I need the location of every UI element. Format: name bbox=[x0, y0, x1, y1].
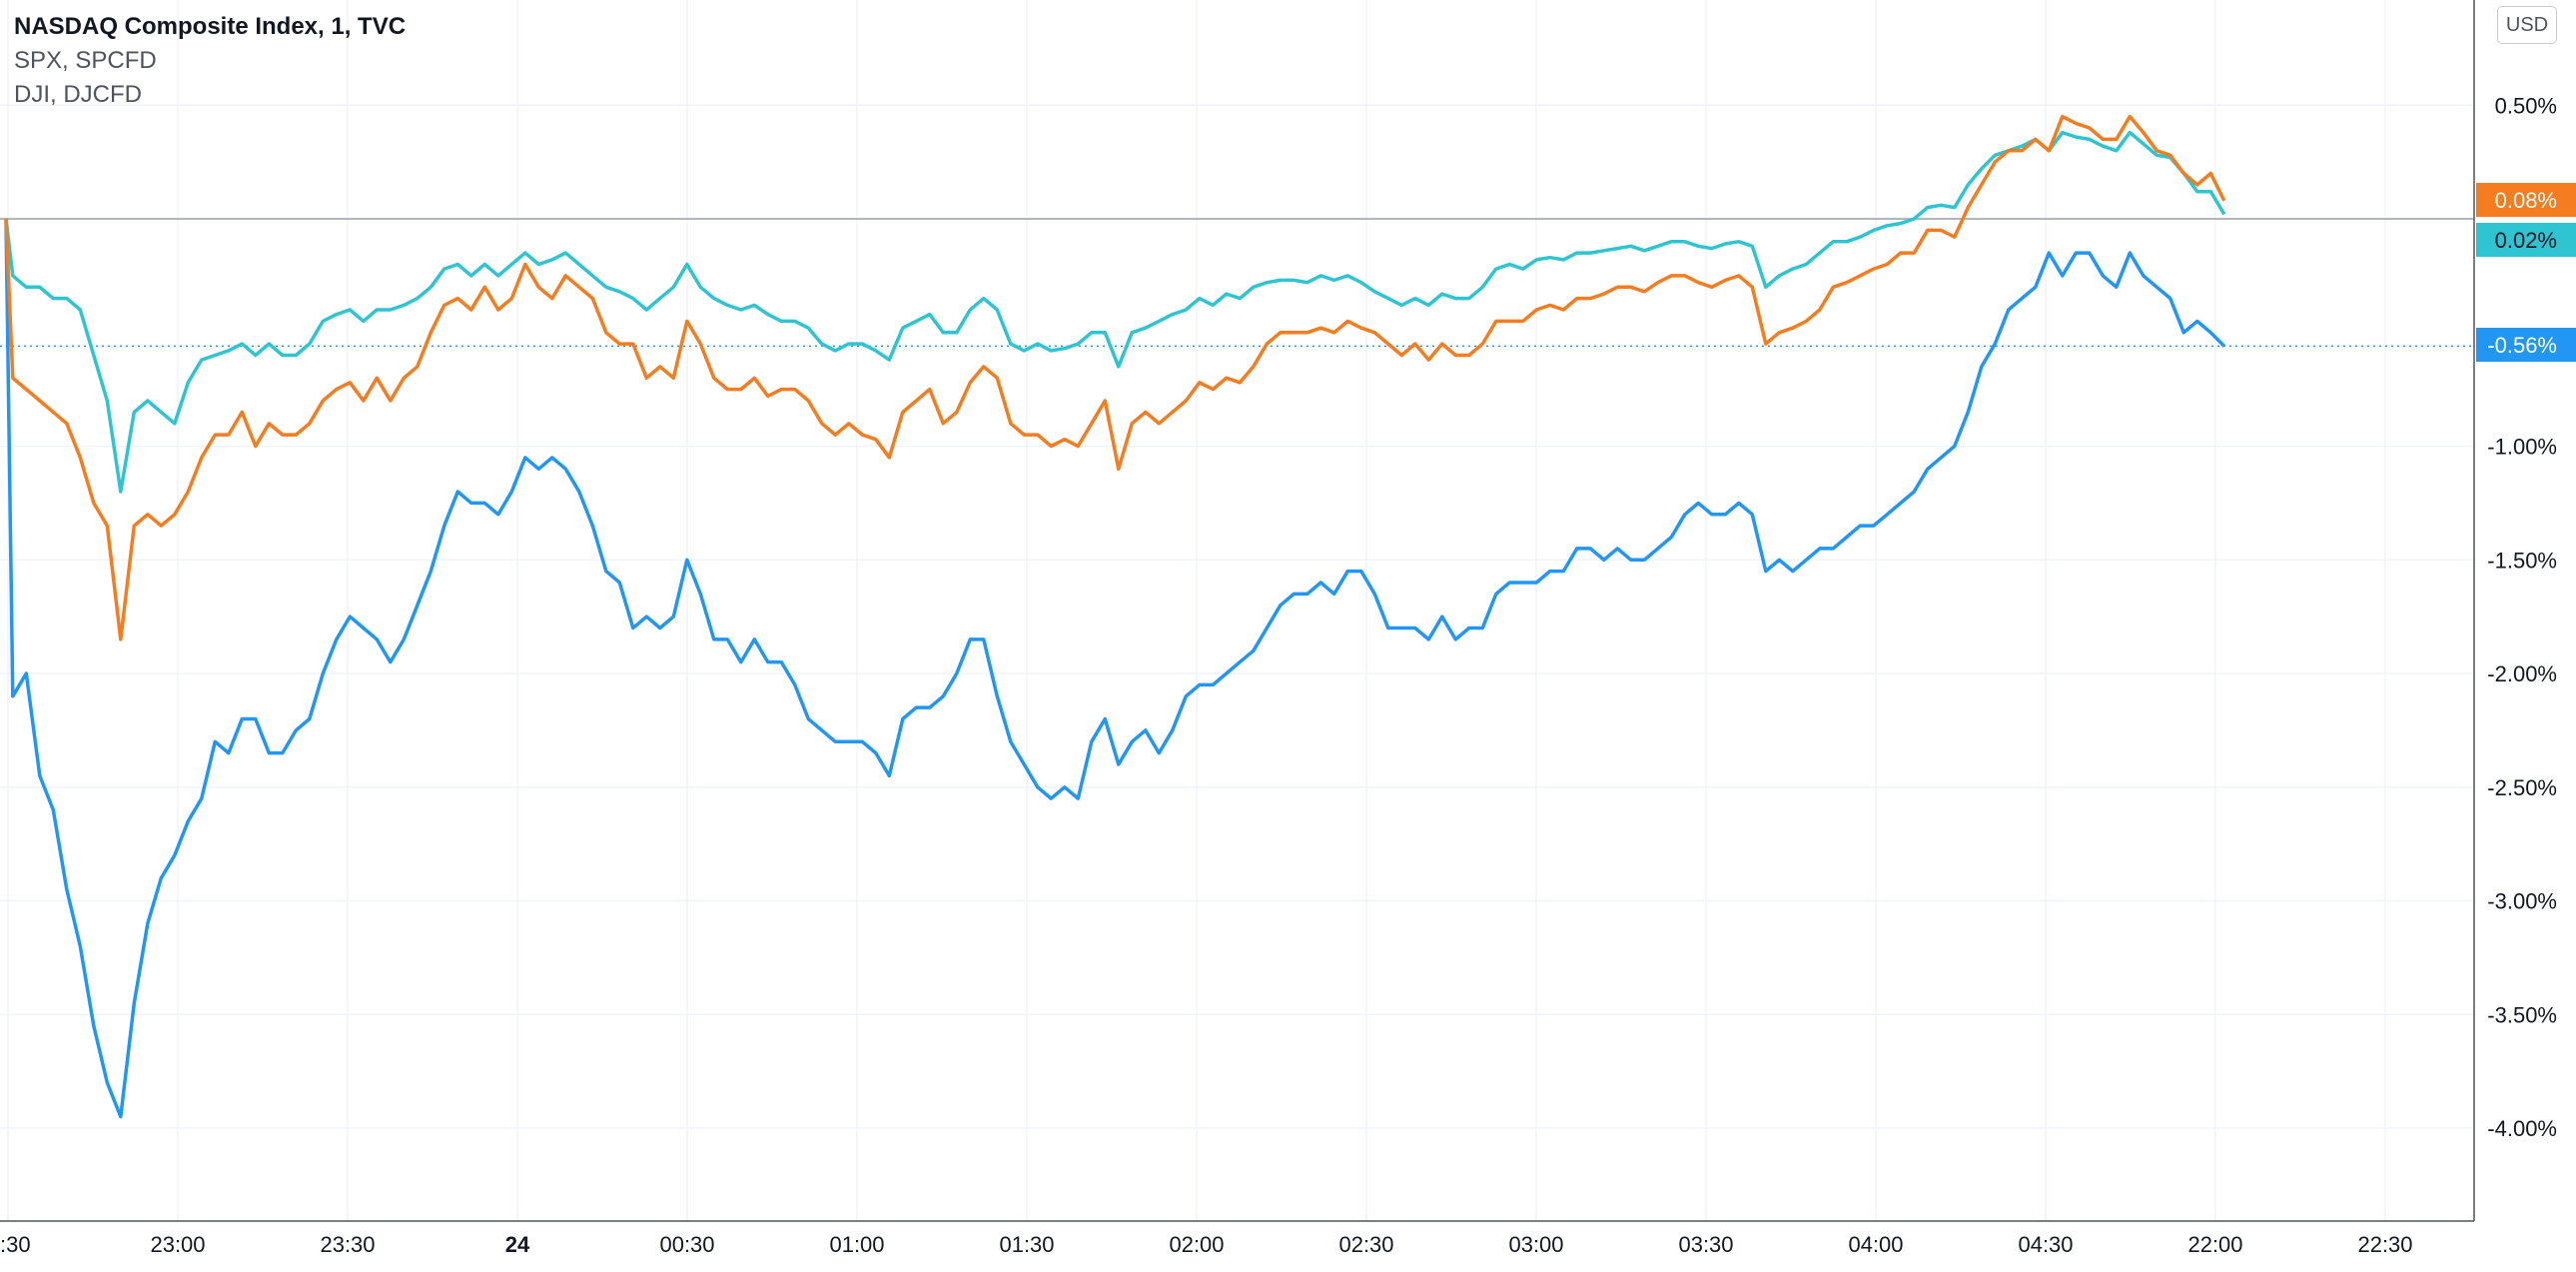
x-tick-label: 22:00 bbox=[2187, 1232, 2242, 1257]
x-tick-label: 23:30 bbox=[320, 1232, 375, 1257]
badge-background-spx bbox=[2476, 183, 2576, 217]
badge-label-dji: 0.02% bbox=[2495, 228, 2557, 253]
x-tick-label: 03:30 bbox=[1678, 1232, 1733, 1257]
x-tick-label: 23:00 bbox=[150, 1232, 205, 1257]
y-tick-label: -3.00% bbox=[2487, 889, 2557, 914]
reference-lines bbox=[0, 218, 2474, 348]
series-line-dji bbox=[4, 130, 2226, 494]
x-tick-label: :30 bbox=[0, 1232, 31, 1257]
badge-background-nasdaq bbox=[2476, 328, 2576, 362]
x-tick-label: 02:30 bbox=[1338, 1232, 1393, 1257]
x-tick-label: 03:00 bbox=[1508, 1232, 1563, 1257]
x-tick-label: 01:00 bbox=[829, 1232, 884, 1257]
y-tick-label: -3.50% bbox=[2487, 1002, 2557, 1027]
series-line-spx bbox=[4, 114, 2226, 641]
x-tick-label: 02:00 bbox=[1169, 1232, 1224, 1257]
badge-spx: 0.08% bbox=[2476, 183, 2576, 217]
x-tick-label: 04:30 bbox=[2018, 1232, 2073, 1257]
y-tick-label: -2.50% bbox=[2487, 775, 2557, 800]
y-tick-label: -1.00% bbox=[2487, 435, 2557, 460]
currency-button[interactable]: USD bbox=[2497, 6, 2557, 44]
legend-compare-dji[interactable]: DJI, DJCFD bbox=[14, 81, 142, 108]
badge-label-nasdaq: -0.56% bbox=[2487, 333, 2557, 358]
x-tick-label: 24 bbox=[505, 1232, 530, 1257]
x-tick-label: 00:30 bbox=[659, 1232, 714, 1257]
price-axis[interactable]: 0.50% -1.00% -1.50% -2.00% -2.50% -3.00% -3.50… bbox=[2473, 0, 2557, 1221]
badge-dji: 0.02% bbox=[2476, 223, 2576, 257]
chart-legend: NASDAQ Composite Index, 1, TVC SPX, SPCF… bbox=[14, 10, 406, 112]
time-axis[interactable]: :30 23:00 23:30 24 00:30 01:00 01:30 02:00 02:30… bbox=[0, 1220, 2474, 1257]
y-tick-label: -2.00% bbox=[2487, 661, 2557, 686]
y-tick-label: -4.00% bbox=[2487, 1116, 2557, 1141]
last-value-badges: -0.56% 0.08% 0.02% bbox=[2476, 183, 2576, 362]
series-lines bbox=[4, 114, 2226, 1119]
series-line-nasdaq bbox=[4, 218, 2226, 1119]
legend-main-symbol[interactable]: NASDAQ Composite Index, 1, TVC bbox=[14, 13, 407, 40]
badge-label-spx: 0.08% bbox=[2495, 188, 2557, 213]
y-tick-label: 0.50% bbox=[2495, 93, 2557, 118]
chart-grid bbox=[0, 0, 2474, 1221]
badge-nasdaq: -0.56% bbox=[2476, 328, 2576, 362]
x-tick-label: 01:30 bbox=[999, 1232, 1054, 1257]
y-tick-label: -1.50% bbox=[2487, 548, 2557, 573]
badge-background-dji bbox=[2476, 223, 2576, 257]
x-tick-label: 04:00 bbox=[1848, 1232, 1903, 1257]
x-tick-label: 22:30 bbox=[2357, 1232, 2412, 1257]
legend-compare-spx[interactable]: SPX, SPCFD bbox=[14, 47, 157, 74]
